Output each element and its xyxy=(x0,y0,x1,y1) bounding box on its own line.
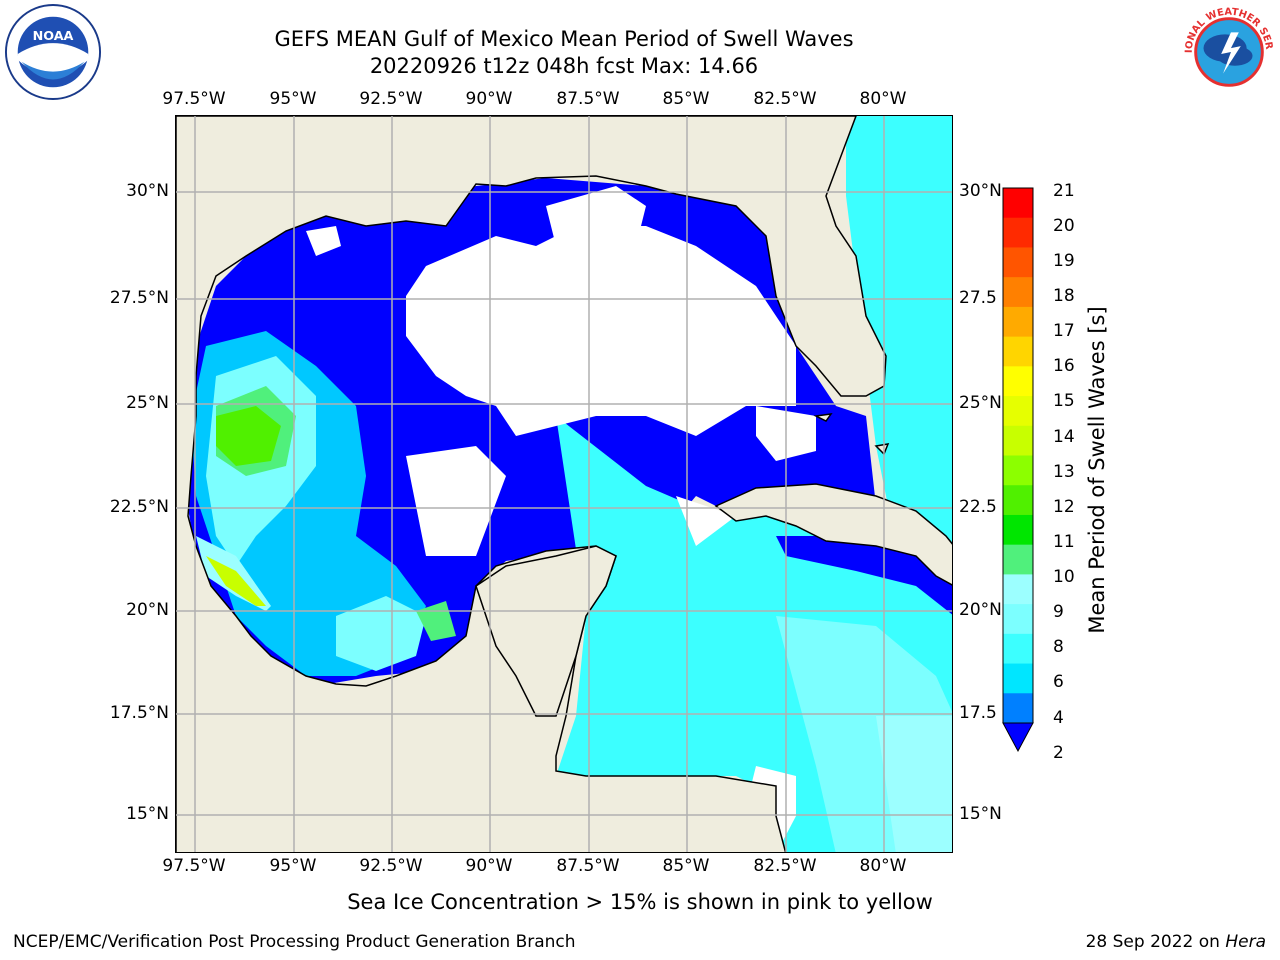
lat-label-left: 22.5°N xyxy=(109,497,169,517)
lon-label-bottom: 85°W xyxy=(662,856,710,876)
colorbar-tick: 12 xyxy=(1053,497,1075,517)
colorbar-tick: 10 xyxy=(1053,567,1075,587)
lon-label-bottom: 80°W xyxy=(859,856,907,876)
colorbar-tick: 11 xyxy=(1053,532,1075,552)
colorbar-segment xyxy=(1003,514,1033,546)
colorbar-segment xyxy=(1003,544,1033,575)
colorbar-tick: 4 xyxy=(1053,708,1064,728)
colorbar-tick: 8 xyxy=(1053,637,1064,657)
colorbar-segment xyxy=(1003,485,1033,516)
lon-label-top: 92.5°W xyxy=(359,89,423,109)
lon-label-top: 82.5°W xyxy=(753,89,817,109)
lat-label-right: 15°N xyxy=(959,804,1002,824)
lat-label-left: 27.5°N xyxy=(109,288,169,308)
map-canvas xyxy=(176,116,952,852)
colorbar-tick: 6 xyxy=(1053,672,1064,692)
colorbar-segment xyxy=(1003,247,1033,278)
land-masses xyxy=(176,116,952,852)
colorbar-tick: 17 xyxy=(1053,321,1075,341)
footer-credit: NCEP/EMC/Verification Post Processing Pr… xyxy=(13,932,576,952)
colorbar-segment xyxy=(1003,663,1033,694)
lat-label-right: 20°N xyxy=(959,600,1002,620)
colorbar-tick: 21 xyxy=(1053,181,1075,201)
footer-machine: Hera xyxy=(1225,932,1266,952)
lat-label-right: 25°N xyxy=(959,393,1002,413)
footer-date: 28 Sep 2022 on Hera xyxy=(1086,932,1266,952)
colorbar-segment xyxy=(1003,633,1033,665)
colorbar-tick: 2 xyxy=(1053,743,1064,763)
lat-label-left: 20°N xyxy=(126,600,169,620)
noaa-logo-text: NOAA xyxy=(33,29,74,44)
lon-label-bottom: 87.5°W xyxy=(556,856,620,876)
colorbar-segment xyxy=(1003,455,1033,486)
colorbar-segment xyxy=(1003,306,1033,338)
lat-label-right: 30°N xyxy=(959,181,1002,201)
colorbar-tick: 15 xyxy=(1053,391,1075,411)
nws-logo: NATIONAL WEATHER SERVICE xyxy=(1180,3,1277,100)
lat-label-right: 17.5 xyxy=(959,703,997,723)
colorbar xyxy=(1002,187,1034,753)
lat-label-right: 27.5 xyxy=(959,288,997,308)
map-panel xyxy=(175,115,953,853)
colorbar-segment xyxy=(1003,277,1033,308)
lon-label-bottom: 97.5°W xyxy=(162,856,226,876)
lon-label-top: 97.5°W xyxy=(162,89,226,109)
lat-label-left: 15°N xyxy=(126,804,169,824)
colorbar-segment xyxy=(1003,336,1033,367)
lat-label-left: 30°N xyxy=(126,181,169,201)
colorbar-tick: 16 xyxy=(1053,356,1075,376)
lon-label-top: 80°W xyxy=(859,89,907,109)
colorbar-segment xyxy=(1003,425,1033,456)
lon-label-top: 85°W xyxy=(662,89,710,109)
colorbar-segment xyxy=(1003,574,1033,605)
lon-label-bottom: 90°W xyxy=(465,856,513,876)
lon-label-bottom: 92.5°W xyxy=(359,856,423,876)
lon-label-bottom: 95°W xyxy=(269,856,317,876)
colorbar-segment xyxy=(1003,396,1033,427)
colorbar-extend-arrow xyxy=(1002,722,1034,753)
colorbar-segment xyxy=(1003,188,1033,219)
lon-label-top: 90°W xyxy=(465,89,513,109)
colorbar-segment xyxy=(1003,217,1033,248)
map-title: GEFS MEAN Gulf of Mexico Mean Period of … xyxy=(274,27,854,51)
lon-label-bottom: 82.5°W xyxy=(753,856,817,876)
colorbar-tick: 20 xyxy=(1053,216,1075,236)
colorbar-segment xyxy=(1003,366,1033,397)
colorbar-title: Mean Period of Swell Waves [s] xyxy=(1085,306,1109,634)
lon-label-top: 87.5°W xyxy=(556,89,620,109)
colorbar-tick: 13 xyxy=(1053,462,1075,482)
sea-ice-note: Sea Ice Concentration > 15% is shown in … xyxy=(347,890,933,914)
colorbar-outline xyxy=(1002,187,1034,724)
colorbar-tick: 19 xyxy=(1053,251,1075,271)
graticule xyxy=(176,116,952,852)
noaa-logo: NOAA xyxy=(4,3,102,101)
colorbar-tick: 14 xyxy=(1053,427,1075,447)
colorbar-segment xyxy=(1003,693,1033,724)
lat-label-left: 17.5°N xyxy=(109,703,169,723)
lat-label-left: 25°N xyxy=(126,393,169,413)
lon-label-top: 95°W xyxy=(269,89,317,109)
colorbar-segment xyxy=(1003,604,1033,635)
map-subtitle: 20220926 t12z 048h fcst Max: 14.66 xyxy=(369,54,759,78)
lat-label-right: 22.5 xyxy=(959,497,997,517)
colorbar-tick: 18 xyxy=(1053,286,1075,306)
footer-date-text: 28 Sep 2022 on xyxy=(1085,932,1226,952)
colorbar-tick: 9 xyxy=(1053,602,1064,622)
